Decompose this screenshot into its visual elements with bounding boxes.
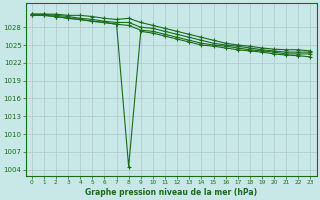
X-axis label: Graphe pression niveau de la mer (hPa): Graphe pression niveau de la mer (hPa) xyxy=(85,188,257,197)
